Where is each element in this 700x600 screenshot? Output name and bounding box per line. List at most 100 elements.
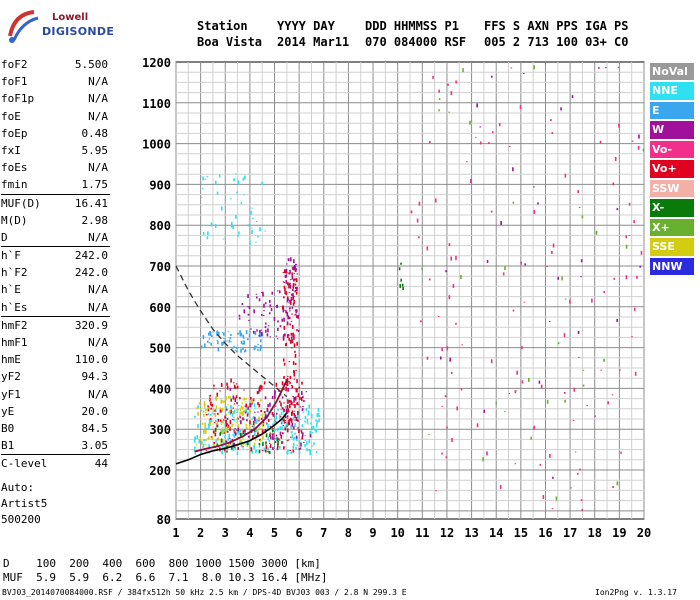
echo-point [290,418,293,423]
echo-point [252,330,255,334]
echo-point [258,334,261,337]
header-label-station: Station [197,19,248,33]
echo-point [211,404,214,408]
echo-point [298,439,301,441]
echo-point [399,283,402,288]
echo-point [258,443,261,448]
echo-point [240,420,242,425]
echo-point [250,399,253,404]
echo-point [603,290,606,293]
d-values: 100 200 400 600 800 1000 1500 3000 [km] [36,557,321,570]
echo-point [291,267,294,269]
echo-point [270,308,273,312]
echo-point [303,441,305,443]
echo-point [616,318,618,322]
echo-point [297,314,300,319]
echo-point [230,198,232,200]
echo-point [226,417,229,420]
echo-point [465,161,468,163]
echo-point [449,357,451,362]
echo-point [460,388,463,391]
echo-point [288,418,291,422]
echo-point [243,409,246,412]
echo-point [281,426,283,431]
echo-point [209,395,211,397]
echo-point [286,263,288,265]
echo-point [402,286,404,290]
echo-point [297,419,299,422]
echo-point [239,432,242,437]
echo-point [221,206,223,211]
echo-point [250,210,252,215]
echo-point [202,410,205,413]
echo-point [223,332,225,336]
echo-point [237,333,240,335]
echo-point [223,429,226,434]
echo-point [222,238,225,240]
legend-item-voplus: Vo+ [650,160,694,178]
echo-point [260,414,262,416]
param-value: 242.0 [74,249,108,263]
echo-point [236,431,239,434]
echo-point [235,383,238,385]
echo-point [264,230,267,232]
echo-point [283,285,286,289]
echo-point [639,265,642,268]
echo-point [249,409,252,413]
echo-point [243,397,245,401]
echo-point [251,424,254,426]
echo-point [259,389,261,392]
echo-point [284,309,287,311]
echo-point [298,386,301,389]
echo-point [249,403,252,408]
echo-point [199,408,202,410]
echo-point [222,429,225,434]
echo-point [243,418,245,420]
echo-point [512,167,514,172]
legend-item-xplus: X+ [650,218,694,237]
echo-point [306,448,308,452]
echo-point [491,131,494,134]
echo-point [284,427,287,431]
echo-point [512,309,515,312]
echo-point [591,298,593,303]
echo-point [216,448,219,450]
echo-point [273,430,275,433]
echo-point [264,302,267,305]
echo-point [304,439,307,441]
echo-point [301,424,304,428]
echo-point [280,434,283,439]
echo-point [628,234,631,236]
echo-point [204,412,207,414]
echo-point [239,330,241,335]
echo-point [210,418,212,423]
echo-point [269,444,272,449]
echo-point [271,395,274,399]
echo-point [317,412,320,417]
dashed-curve [175,265,288,398]
echo-point [234,431,236,434]
echo-point [204,343,206,348]
echo-point [620,451,622,454]
x-tick-label: 14 [489,526,503,540]
echo-point [502,272,505,276]
echo-point [213,422,216,424]
param-row: MUF(D) 16.41 [1,195,112,212]
echo-point [580,259,583,263]
echo-point [447,83,449,86]
param-value: 1.75 [81,178,109,192]
echo-point [261,416,264,420]
echo-point [275,421,277,423]
echo-point [259,339,262,343]
echo-point [236,385,239,389]
echo-point [555,496,558,501]
echo-point [232,382,235,384]
legend-item-xminus: X- [650,199,694,217]
echo-point [288,337,291,341]
echo-point [551,132,554,135]
echo-point [229,420,232,425]
echo-point [291,306,294,309]
echo-point [258,333,261,335]
echo-point [231,412,234,417]
echo-point [308,448,310,451]
